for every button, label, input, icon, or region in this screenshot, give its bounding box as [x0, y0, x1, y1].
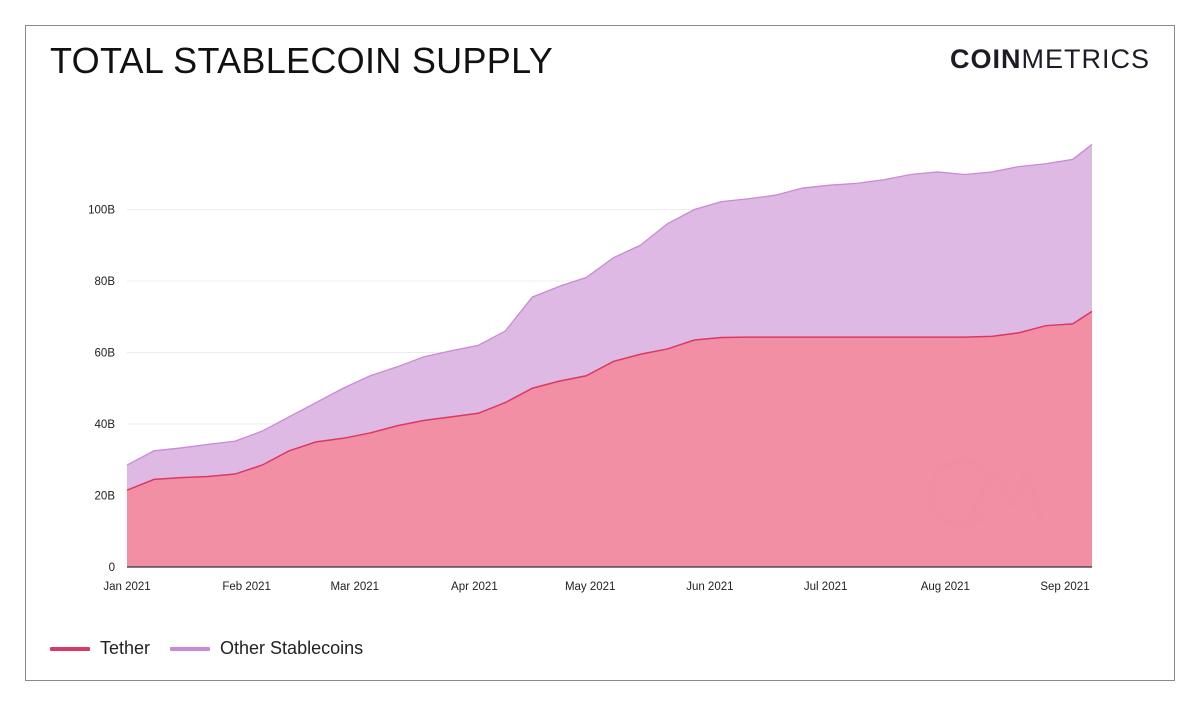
x-tick-label: Aug 2021 — [921, 581, 970, 593]
area-tether — [127, 311, 1092, 567]
line-other-stablecoins — [126, 143, 1093, 466]
x-tick-label: Mar 2021 — [330, 581, 379, 593]
legend-swatch-other-stablecoins — [170, 646, 211, 651]
logo-light-text: METRICS — [1021, 44, 1150, 74]
y-tick-label: 40B — [95, 419, 116, 431]
logo-bold-text: COIN — [950, 44, 1022, 74]
y-tick-label: 100B — [88, 205, 115, 217]
x-tick-label: May 2021 — [565, 581, 616, 593]
x-tick-label: Jun 2021 — [686, 581, 733, 593]
legend-swatch-tether — [50, 646, 90, 651]
x-tick-label: Jan 2021 — [103, 581, 150, 593]
y-tick-label: 80B — [95, 276, 116, 288]
y-tick-label: 60B — [95, 348, 116, 360]
y-tick-label: 0 — [109, 562, 115, 574]
area-series — [126, 143, 1093, 567]
coinmetrics-logo: COINMETRICS — [950, 44, 1150, 75]
area-other-stablecoins — [127, 144, 1092, 491]
line-tether — [126, 310, 1093, 491]
x-tick-label: Jul 2021 — [804, 581, 847, 593]
legend-label-tether: Tether — [100, 638, 151, 658]
x-tick-label: Sep 2021 — [1040, 581, 1089, 593]
x-axis-ticks: Jan 2021 Feb 2021 Mar 2021 Apr 2021 May 2021… — [103, 581, 1089, 593]
chart-legend: Tether Other Stablecoins — [50, 638, 383, 659]
x-tick-label: Apr 2021 — [451, 581, 498, 593]
chart-title: TOTAL STABLECOIN SUPPLY — [50, 40, 554, 81]
legend-label-other-stablecoins: Other Stablecoins — [220, 638, 364, 658]
x-tick-label: Feb 2021 — [222, 581, 271, 593]
y-axis-ticks: 0 20B 40B 60B 80B 100B — [88, 205, 115, 575]
legend-item-tether[interactable]: Tether — [50, 638, 150, 659]
legend-item-other-stablecoins[interactable]: Other Stablecoins — [170, 638, 363, 659]
y-tick-label: 20B — [95, 491, 116, 503]
